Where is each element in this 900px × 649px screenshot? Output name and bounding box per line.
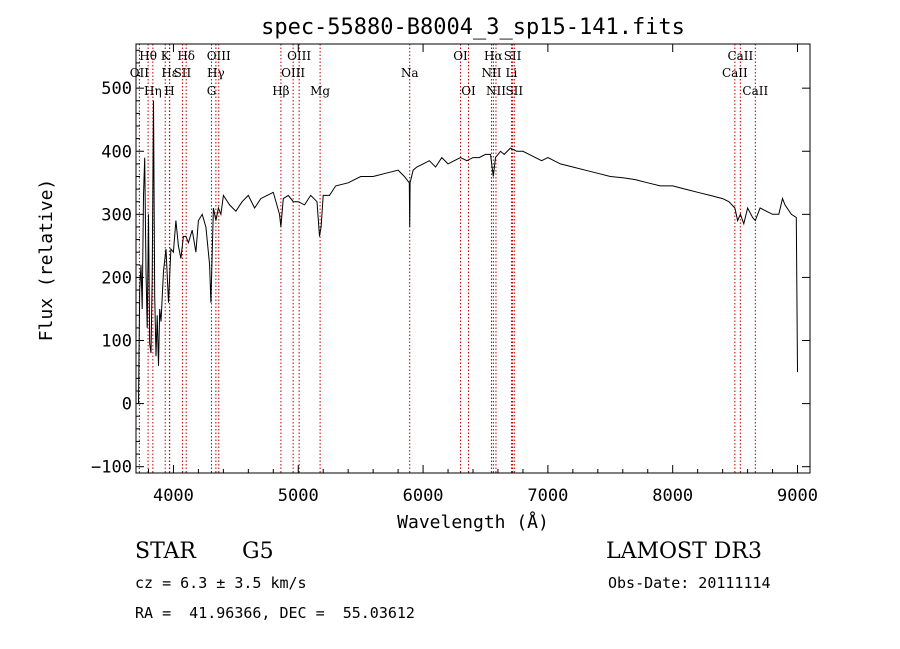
line-label-19: NII bbox=[481, 66, 501, 80]
observation-date: Obs-Date: 20111114 bbox=[608, 574, 771, 592]
series-line-0 bbox=[138, 100, 798, 404]
line-label-5: H bbox=[164, 84, 174, 98]
object-subclass: G5 bbox=[242, 539, 274, 564]
line-label-14: Mg bbox=[310, 84, 330, 98]
y-tick-label-2: 100 bbox=[101, 332, 132, 352]
line-label-20: NII bbox=[486, 84, 506, 98]
line-label-13: OIII bbox=[287, 49, 311, 63]
x-axis: 4000 5000 6000 7000 8000 9000 bbox=[147, 44, 818, 506]
x-axis-label: Wavelength (Å) bbox=[397, 511, 549, 533]
line-label-6: SII bbox=[174, 66, 192, 80]
x-tick-label-4: 8000 bbox=[652, 486, 693, 506]
redshift-velocity: cz = 6.3 ± 3.5 km/s bbox=[135, 574, 307, 592]
line-label-9: Hγ bbox=[207, 66, 225, 80]
line-label-3: Hε bbox=[161, 66, 178, 80]
line-label-2: Hη bbox=[144, 84, 162, 98]
object-class: STAR bbox=[135, 539, 196, 564]
ra-dec-coordinates: RA = 41.96366, DEC = 55.03612 bbox=[135, 604, 415, 622]
emission-line-markers bbox=[138, 44, 756, 473]
y-tick-label-4: 300 bbox=[101, 205, 132, 225]
survey-name: LAMOST DR3 bbox=[606, 539, 762, 564]
line-label-1: OII bbox=[130, 66, 150, 80]
y-tick-label-3: 200 bbox=[101, 268, 132, 288]
y-axis: −100 0 100 200 300 400 500 bbox=[91, 49, 810, 478]
line-label-0: Hθ bbox=[139, 49, 157, 63]
line-label-23: SII bbox=[505, 84, 523, 98]
y-tick-label-5: 400 bbox=[101, 142, 132, 162]
line-label-4: K bbox=[161, 49, 171, 63]
chart-title: spec-55880-B8004_3_sp15-141.fits bbox=[261, 15, 685, 40]
x-tick-label-5: 9000 bbox=[777, 486, 818, 506]
line-label-7: Hδ bbox=[177, 49, 195, 63]
y-axis-label: Flux (relative) bbox=[36, 179, 57, 342]
x-tick-label-2: 6000 bbox=[403, 486, 444, 506]
line-label-22: Li bbox=[506, 66, 518, 80]
plot-frame bbox=[135, 43, 811, 474]
line-label-18: Hα bbox=[484, 49, 503, 63]
line-label-25: CaII bbox=[722, 66, 748, 80]
spectrum-series bbox=[138, 100, 798, 404]
line-label-16: OI bbox=[453, 49, 468, 63]
line-label-26: CaII bbox=[742, 84, 768, 98]
line-label-12: OIII bbox=[281, 66, 305, 80]
x-tick-label-1: 5000 bbox=[278, 486, 319, 506]
line-label-21: SII bbox=[504, 49, 522, 63]
x-tick-label-0: 4000 bbox=[153, 486, 194, 506]
line-label-17: OI bbox=[461, 84, 476, 98]
line-label-8: OIII bbox=[207, 49, 231, 63]
line-label-10: G bbox=[207, 84, 217, 98]
y-tick-label-6: 500 bbox=[101, 79, 132, 99]
x-tick-label-3: 7000 bbox=[527, 486, 568, 506]
line-label-24: CaII bbox=[727, 49, 753, 63]
line-label-15: Na bbox=[401, 66, 419, 80]
y-tick-label-1: 0 bbox=[122, 395, 132, 415]
y-tick-label-0: −100 bbox=[91, 458, 132, 478]
line-label-11: Hβ bbox=[272, 84, 289, 98]
